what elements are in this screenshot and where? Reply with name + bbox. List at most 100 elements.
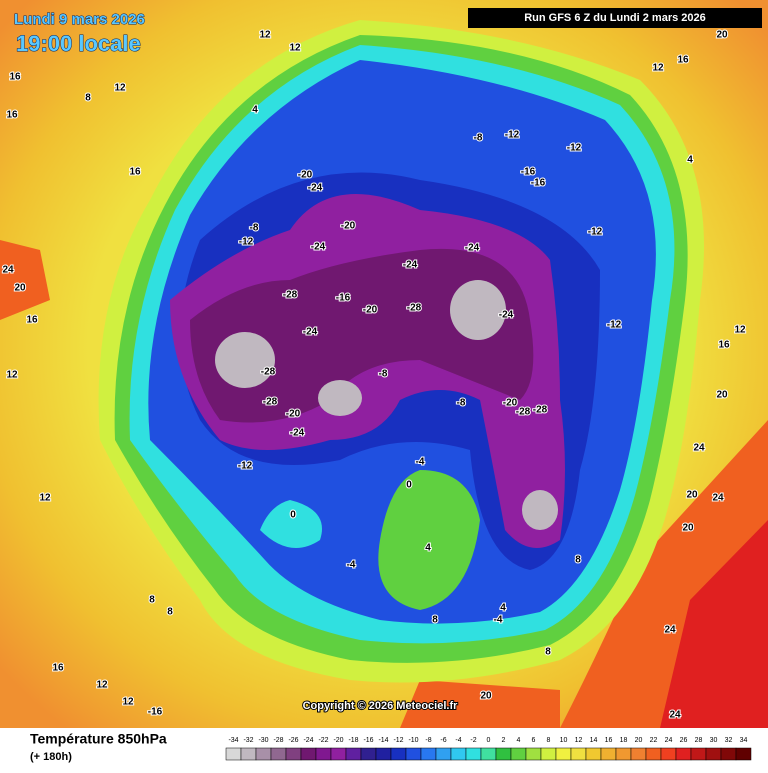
- contour-label: -24: [403, 260, 418, 271]
- contour-label: -24: [290, 428, 305, 439]
- contour-label: 24: [669, 710, 681, 721]
- contour-label: -20: [298, 170, 313, 181]
- run-info: Run GFS 6 Z du Lundi 2 mars 2026: [524, 12, 706, 24]
- contour-label: -28: [533, 405, 548, 416]
- scale-label: -8: [425, 737, 431, 744]
- coldest-spot: [522, 490, 558, 530]
- scale-swatch: [255, 747, 272, 761]
- scale-swatch: [450, 747, 467, 761]
- scale-label: -4: [455, 737, 461, 744]
- contour-label: 16: [718, 340, 730, 351]
- scale-swatch: [570, 747, 587, 761]
- contour-label: -20: [363, 305, 378, 316]
- contour-label: -16: [531, 178, 546, 189]
- contour-label: 24: [2, 265, 14, 276]
- contour-label: 16: [6, 110, 18, 121]
- contour-label: -8: [457, 398, 466, 409]
- scale-swatch: [615, 747, 632, 761]
- contour-label: 12: [122, 697, 134, 708]
- contour-label: 16: [9, 72, 21, 83]
- contour-label: 8: [167, 607, 173, 618]
- scale-label: -16: [363, 737, 373, 744]
- coldest-spot: [215, 332, 275, 388]
- contour-label: 0: [290, 510, 296, 521]
- scale-swatch: [240, 747, 257, 761]
- contour-label: 12: [39, 493, 51, 504]
- cyan-eddy: [260, 500, 322, 548]
- scale-label: -6: [440, 737, 446, 744]
- contour-label: 20: [686, 490, 698, 501]
- scale-swatch: [375, 747, 392, 761]
- contour-label: -24: [308, 183, 323, 194]
- map-labels: 1212161612842016124242016128128161216242…: [1, 29, 747, 752]
- contour-label: 4: [687, 155, 693, 166]
- scale-swatch: [315, 747, 332, 761]
- scale-label: 34: [740, 737, 748, 744]
- scale-label: -14: [378, 737, 388, 744]
- deep-purple: [190, 248, 534, 423]
- scale-label: -10: [408, 737, 418, 744]
- scale-swatch: [420, 747, 437, 761]
- run-banner: [468, 8, 762, 28]
- contour-label: -8: [250, 223, 259, 234]
- contour-label: 12: [652, 63, 664, 74]
- contour-label: 4: [252, 105, 258, 116]
- contour-label: -28: [407, 303, 422, 314]
- scale-swatch: [630, 747, 647, 761]
- warm-region: [400, 680, 560, 728]
- contour-label: 24: [712, 493, 724, 504]
- contour-label: 12: [259, 30, 271, 41]
- contour-label: 24: [664, 625, 676, 636]
- scale-label: 0: [487, 737, 491, 744]
- scale-label: 14: [590, 737, 598, 744]
- scale-swatch: [300, 747, 317, 761]
- scale-label: -32: [243, 737, 253, 744]
- scale-label: 4: [517, 737, 521, 744]
- legend-lead: (+ 180h): [30, 751, 72, 763]
- coldest-spot: [450, 280, 506, 340]
- contour-label: 16: [677, 55, 689, 66]
- scale-label: -26: [288, 737, 298, 744]
- legend-title: Température 850hPa: [30, 731, 167, 747]
- contour-label: 16: [26, 315, 38, 326]
- scale-swatch: [585, 747, 602, 761]
- contour-label: -16: [336, 293, 351, 304]
- scale-label: 8: [547, 737, 551, 744]
- scale-label: -2: [470, 737, 476, 744]
- contour-label: -20: [286, 409, 301, 420]
- warm-region: [0, 240, 50, 320]
- contour-label: 8: [432, 615, 438, 626]
- contour-label: 8: [575, 555, 581, 566]
- contour-label: 24: [693, 443, 705, 454]
- contour-label: -28: [516, 407, 531, 418]
- scale-swatch: [285, 747, 302, 761]
- scale-swatch: [675, 747, 692, 761]
- contour-label: 12: [734, 325, 746, 336]
- contour-label: -12: [588, 227, 603, 238]
- contour-label: -20: [341, 221, 356, 232]
- scale-swatch: [540, 747, 557, 761]
- scale-label: 2: [502, 737, 506, 744]
- scale-swatch: [720, 747, 737, 761]
- contour-label: 20: [716, 30, 728, 41]
- scale-label: 22: [650, 737, 658, 744]
- scale-label: 6: [532, 737, 536, 744]
- scale-swatch: [225, 747, 242, 761]
- scale-label: 26: [680, 737, 688, 744]
- scale-swatch: [270, 747, 287, 761]
- scale-label: -22: [318, 737, 328, 744]
- scale-swatch: [495, 747, 512, 761]
- contour-label: -24: [499, 310, 514, 321]
- scale-swatch: [330, 747, 347, 761]
- scale-swatch: [600, 747, 617, 761]
- contour-label: 20: [682, 523, 694, 534]
- contour-label: 20: [14, 283, 26, 294]
- contour-label: -12: [239, 237, 254, 248]
- scale-swatch: [390, 747, 407, 761]
- contour-label: 4: [500, 603, 506, 614]
- contour-label: -4: [494, 615, 503, 626]
- scale-label: 10: [560, 737, 568, 744]
- forecast-time: 19:00 locale: [16, 31, 141, 56]
- scale-label: -34: [228, 737, 238, 744]
- scale-swatch: [360, 747, 377, 761]
